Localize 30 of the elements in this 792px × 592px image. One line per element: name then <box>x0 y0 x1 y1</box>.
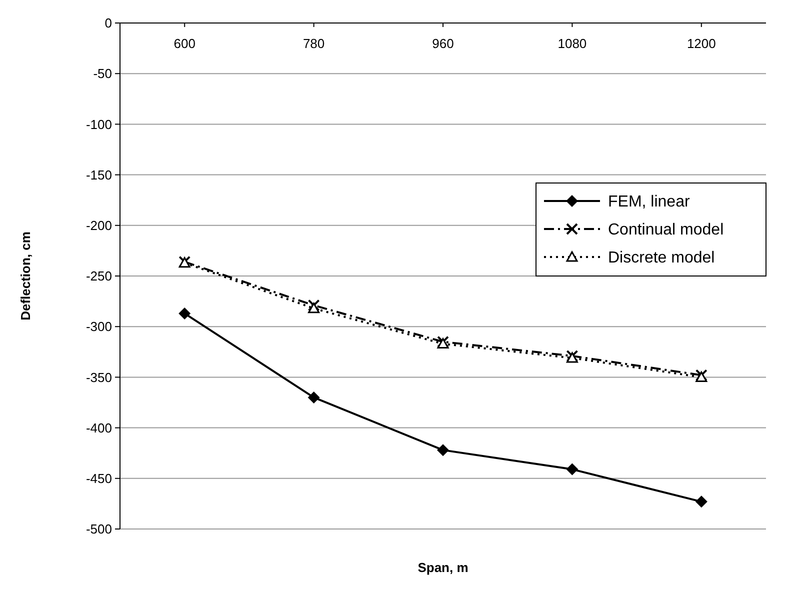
y-tick-label: -350 <box>86 370 112 385</box>
x-tick-label: 600 <box>174 36 196 51</box>
y-tick-label: -500 <box>86 522 112 537</box>
y-tick-label: -50 <box>93 66 112 82</box>
y-tick-label: -150 <box>86 167 112 182</box>
legend-label: FEM, linear <box>608 194 690 211</box>
point <box>695 496 708 508</box>
y-tick-label: -400 <box>86 420 112 436</box>
legend-label: Continual model <box>608 222 724 239</box>
x-tick-label: 1200 <box>686 36 716 51</box>
point <box>308 299 320 312</box>
point <box>308 302 320 314</box>
y-tick-label: -100 <box>86 116 112 132</box>
y-tick-label: -450 <box>86 470 112 486</box>
x-tick-label: 1080 <box>558 36 587 51</box>
x-tick-label: 960 <box>432 36 454 51</box>
y-tick-label: -300 <box>86 319 112 334</box>
point <box>566 463 578 476</box>
y-tick-label: -250 <box>86 268 112 284</box>
x-tick-label: 780 <box>302 36 325 51</box>
y-tick-label: -200 <box>86 218 112 233</box>
y-axis-title: Deflection, cm <box>18 232 33 320</box>
legend-label: Discrete model <box>608 250 715 267</box>
x-axis-title: Span, m <box>418 560 468 575</box>
point <box>308 391 320 404</box>
point <box>178 307 191 320</box>
point <box>437 444 449 456</box>
point <box>437 338 449 349</box>
point <box>566 352 578 363</box>
y-tick-label: 0 <box>104 16 112 31</box>
